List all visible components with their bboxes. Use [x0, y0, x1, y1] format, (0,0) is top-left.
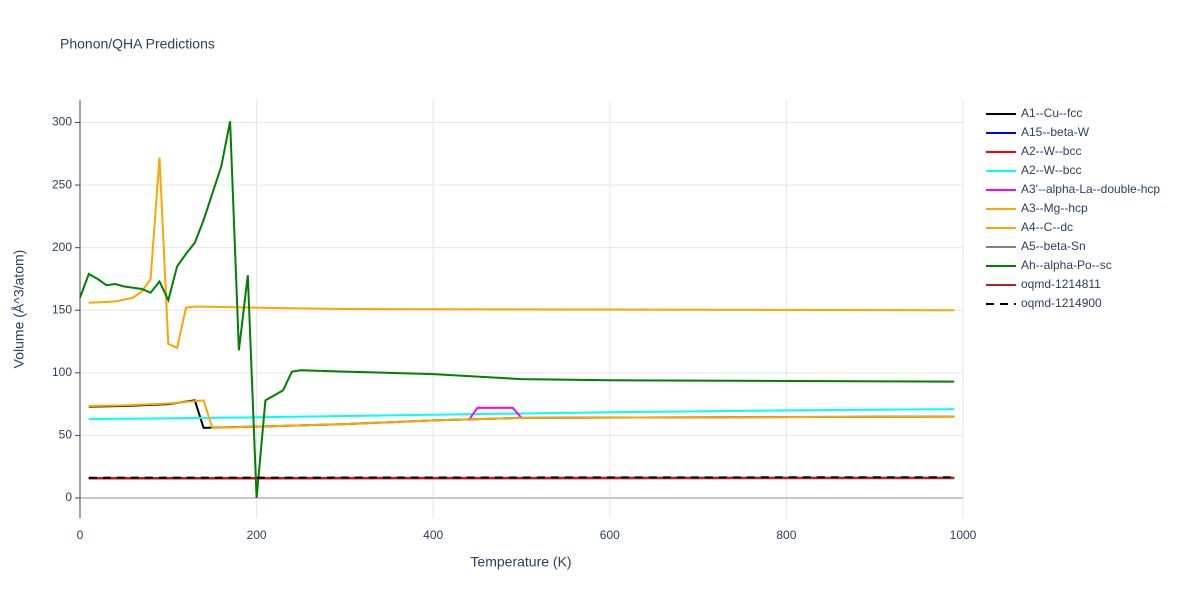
y-tick-label: 50 — [59, 428, 73, 442]
x-tick-label: 0 — [77, 528, 84, 542]
x-tick-label: 800 — [776, 528, 796, 542]
legend-label: A3--Mg--hcp — [1021, 201, 1088, 215]
legend-label: A3'--alpha-La--double-hcp — [1021, 182, 1160, 196]
legend-label: A2--W--bcc — [1021, 163, 1081, 177]
legend-label: A5--beta-Sn — [1021, 239, 1086, 253]
x-tick-label: 600 — [600, 528, 620, 542]
series-line — [89, 158, 954, 348]
y-tick-label: 0 — [65, 490, 72, 504]
x-tick-label: 400 — [423, 528, 443, 542]
y-tick-label: 200 — [52, 240, 72, 254]
x-tick-label: 200 — [247, 528, 267, 542]
y-tick-label: 250 — [52, 177, 72, 191]
legend-label: oqmd-1214900 — [1021, 296, 1102, 310]
legend-label: A4--C--dc — [1021, 220, 1073, 234]
y-tick-label: 300 — [52, 115, 72, 129]
x-axis-title: Temperature (K) — [470, 554, 571, 570]
chart-title: Phonon/QHA Predictions — [60, 36, 215, 52]
y-axis-title: Volume (Å^3/atom) — [11, 250, 27, 369]
y-tick-label: 150 — [52, 302, 72, 316]
y-tick-label: 100 — [52, 365, 72, 379]
legend-label: Ah--alpha-Po--sc — [1021, 258, 1112, 272]
legend-label: A15--beta-W — [1021, 125, 1090, 139]
x-tick-label: 1000 — [950, 528, 977, 542]
legend: A1--Cu--fcc A15--beta-W A2--W--bcc A2--W--b… — [986, 106, 1160, 310]
legend-label: oqmd-1214811 — [1021, 277, 1101, 291]
plot-lines — [80, 121, 954, 498]
legend-label: A2--W--bcc — [1021, 144, 1081, 158]
legend-label: A1--Cu--fcc — [1021, 106, 1082, 120]
